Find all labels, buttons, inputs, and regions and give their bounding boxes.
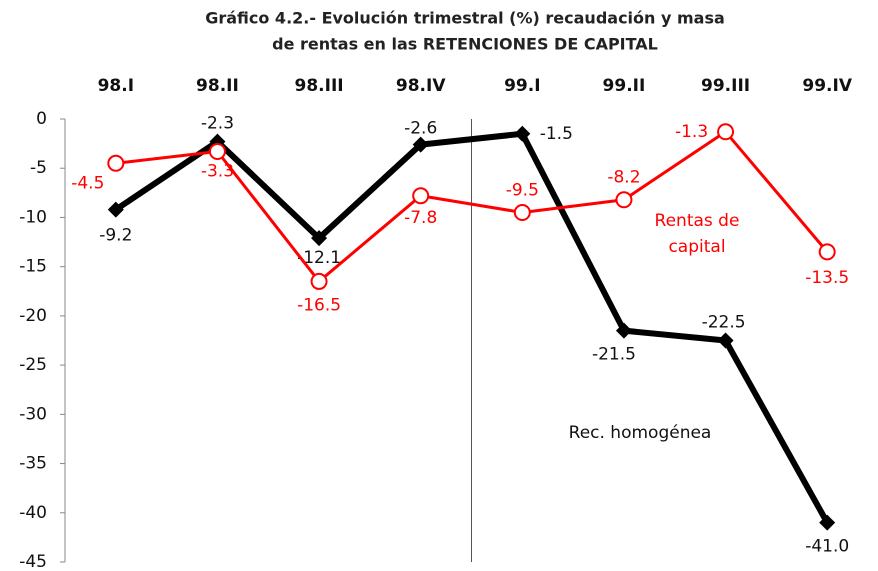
marker <box>818 243 836 261</box>
category-label: 98.I <box>98 76 134 96</box>
data-label: -3.3 <box>201 161 234 181</box>
category-label: 98.IV <box>396 76 446 96</box>
marker <box>819 514 836 531</box>
data-label: -13.5 <box>805 268 849 288</box>
series-label: Rec. homogénea <box>569 423 712 443</box>
chart-title: Gráfico 4.2.- Evolución trimestral (%) r… <box>205 9 725 28</box>
series-label: capital <box>668 237 725 257</box>
data-label: -9.5 <box>506 181 539 201</box>
y-tick-label: -10 <box>19 207 47 227</box>
data-label: -1.3 <box>675 122 708 142</box>
y-tick-label: -20 <box>19 306 47 326</box>
marker <box>107 154 125 172</box>
data-label: -9.2 <box>99 226 132 246</box>
marker <box>107 201 124 218</box>
data-label: -4.5 <box>71 173 104 193</box>
marker <box>412 187 430 205</box>
marker <box>717 123 735 141</box>
y-tick-label: -5 <box>30 158 47 178</box>
category-label: 98.III <box>295 76 344 96</box>
y-tick-label: -45 <box>19 552 47 571</box>
marker <box>717 332 734 349</box>
marker <box>208 142 226 160</box>
chart-title: de rentas en las RETENCIONES DE CAPITAL <box>272 35 658 54</box>
data-label: -16.5 <box>297 295 341 315</box>
marker <box>310 272 328 290</box>
marker <box>615 191 633 209</box>
category-label: 99.II <box>603 76 646 96</box>
data-label: -8.2 <box>607 168 640 188</box>
category-label: 99.IV <box>802 76 852 96</box>
y-tick-label: 0 <box>36 109 47 129</box>
data-label: -21.5 <box>592 345 636 365</box>
data-label: -22.5 <box>702 313 746 333</box>
data-label: -2.6 <box>404 119 437 139</box>
marker <box>311 230 328 247</box>
marker <box>513 204 531 222</box>
y-tick-label: -30 <box>19 404 47 424</box>
data-label: -12.1 <box>297 248 341 268</box>
marker <box>412 136 429 153</box>
data-label: -1.5 <box>540 124 573 144</box>
marker <box>514 125 531 142</box>
category-label: 99.III <box>701 76 750 96</box>
data-label: -2.3 <box>201 114 234 134</box>
y-tick-label: -25 <box>19 355 47 375</box>
category-label: 99.I <box>504 76 540 96</box>
series-line <box>115 130 829 283</box>
data-label: -41.0 <box>805 537 849 557</box>
category-label: 98.II <box>196 76 239 96</box>
y-tick-label: -40 <box>19 503 47 523</box>
y-tick-label: -15 <box>19 257 47 277</box>
data-label: -7.8 <box>404 208 437 228</box>
series-line <box>114 130 830 525</box>
marker <box>615 322 632 339</box>
y-tick-label: -35 <box>19 454 47 474</box>
series-label: Rentas de <box>655 211 740 231</box>
